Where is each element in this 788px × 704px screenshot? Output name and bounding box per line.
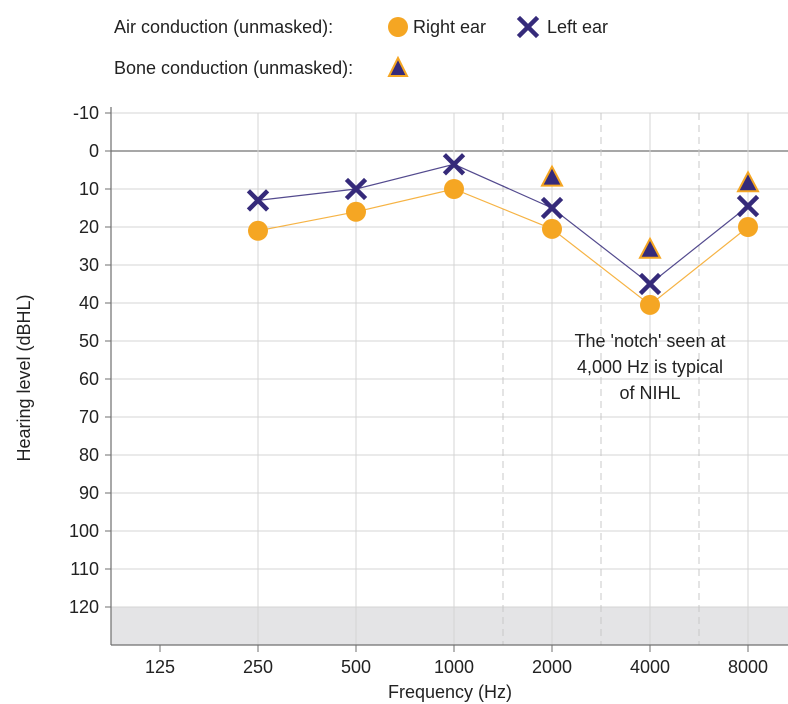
y-tick-label: 100 [69,521,99,541]
y-tick-label: 60 [79,369,99,389]
x-tick-label: 125 [145,657,175,677]
bone-conduction-point [638,236,662,259]
legend-right-ear-label: Right ear [413,17,486,37]
series-line-left-ear [257,163,749,285]
y-tick-label: 20 [79,217,99,237]
left-ear-point [540,196,564,220]
right-ear-point [542,218,562,239]
y-axis-title: Hearing level (dBHL) [14,294,34,461]
legend-left-ear-marker [516,15,540,39]
y-tick-label: 90 [79,483,99,503]
right-ear-point [738,217,758,237]
left-ear-point [442,153,466,176]
y-tick-label: 40 [79,293,99,313]
y-tick-label: 120 [69,597,99,617]
y-tick-label: 50 [79,331,99,351]
right-ear-point [248,220,268,241]
legend-left-ear-label: Left ear [547,17,608,37]
x-tick-label: 500 [341,657,371,677]
left-ear-point [344,177,368,201]
shaded-region [111,607,788,645]
x-tick-label: 250 [243,657,273,677]
annotation-line: The 'notch' seen at [575,331,726,351]
y-tick-label: 110 [70,559,99,579]
x-tick-label: 1000 [434,657,474,677]
x-tick-label: 8000 [728,657,768,677]
legend-air-label: Air conduction (unmasked): [114,17,333,37]
y-tick-label: 0 [89,141,99,161]
x-tick-label: 4000 [630,657,670,677]
bone-conduction-point [736,170,760,193]
series-line-right-ear [257,188,749,306]
annotation-line: 4,000 Hz is typical [577,357,723,377]
y-tick-label: 70 [79,407,99,427]
left-ear-point [246,189,270,212]
y-tick-label: 10 [79,179,99,199]
left-ear-point [736,194,760,218]
bone-conduction-point [540,164,564,187]
right-ear-point [444,179,464,199]
legend-bone-label: Bone conduction (unmasked): [114,58,353,78]
x-axis-title: Frequency (Hz) [388,682,512,702]
legend-right-ear-marker [388,17,408,37]
y-tick-label: 30 [79,255,99,275]
y-tick-label: 80 [79,445,99,465]
legend-bone-marker [387,55,409,77]
right-ear-point [346,201,366,222]
right-ear-point [640,294,660,315]
annotation-line: of NIHL [619,383,680,403]
y-tick-label: -10 [73,103,99,123]
x-tick-label: 2000 [532,657,572,677]
notch-annotation: The 'notch' seen at 4,000 Hz is typical of… [575,331,726,403]
left-ear-point [638,272,662,296]
